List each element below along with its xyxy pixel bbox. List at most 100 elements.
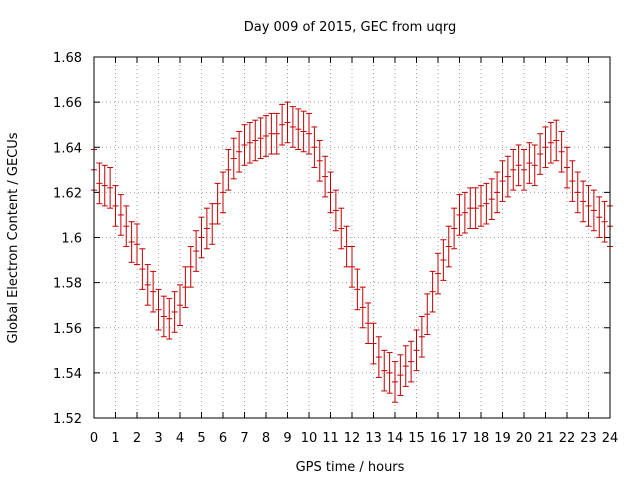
error-bar-point [117,194,124,236]
error-bar-point [128,221,135,263]
y-tick-label: 1.56 [53,322,82,337]
error-bar-point [488,178,495,220]
error-bar-point [461,191,468,234]
x-tick-label: 3 [154,431,162,446]
error-bar-point [295,108,302,151]
error-bar-point [504,155,511,198]
x-tick-label: 17 [451,431,468,446]
x-tick-label: 15 [408,431,425,446]
error-bar-point [580,180,587,223]
error-bar-point [429,270,436,313]
error-bar-point [472,187,479,229]
x-tick-label: 4 [176,431,184,446]
error-bar-point [338,207,345,250]
x-tick-label: 8 [262,431,270,446]
error-bar-point [268,112,275,155]
error-bar-point [327,171,334,214]
error-bar-point [564,146,570,189]
error-bar-point [569,160,576,202]
error-bar-point [381,349,388,392]
error-bar-point [408,340,415,383]
error-bar-point [203,207,210,250]
error-bar-point [209,203,216,245]
x-tick-label: 2 [133,431,141,446]
error-bar-point [601,200,608,243]
x-tick-label: 9 [283,431,291,446]
x-tick-label: 21 [537,431,554,446]
x-tick-label: 13 [365,431,382,446]
x-tick-label: 1 [111,431,119,446]
error-bar-point [241,124,248,166]
error-bar-point [343,225,350,268]
error-bar-point [112,185,119,227]
x-tick-label: 6 [219,431,227,446]
error-bar-point [306,112,312,155]
x-tick-label: 10 [301,431,318,446]
error-bar-point [526,142,533,184]
error-bar-point [365,302,372,345]
error-bar-point [467,187,474,229]
error-bar-point [177,284,183,326]
error-bar-point [354,268,361,311]
error-bar-point [521,149,527,191]
error-bar-point [316,139,323,182]
error-bar-point [257,117,264,160]
error-bar-point [225,149,232,191]
error-bar-point [499,160,506,202]
error-bar-point [483,182,490,225]
error-bar-point [445,225,452,268]
error-bar-point [134,223,140,266]
y-tick-label: 1.54 [53,367,82,382]
error-bar-point [494,171,501,214]
x-tick-label: 23 [580,431,597,446]
error-bar-point [375,336,382,378]
error-bar-point [144,264,151,306]
grid-lines [94,57,610,418]
y-axis-label: Global Electron Content / GECUs [6,132,21,343]
error-bar-point [193,230,200,272]
error-bar-point [150,270,157,313]
error-bar-point [230,137,237,180]
error-bar-point [198,216,205,259]
y-tick-label: 1.68 [53,51,82,66]
error-bar-point [311,126,318,169]
error-bar-point [246,121,253,164]
y-ticks: 1.52 1.54 1.56 1.58 1.6 1.62 1.64 1.66 1.68 [53,51,610,427]
error-bar-point [263,115,269,157]
error-bar-point [160,295,167,338]
y-tick-label: 1.66 [53,96,82,111]
error-bar-point [107,167,114,209]
x-tick-label: 20 [516,431,533,446]
error-bar-point [252,119,259,162]
error-bar-point [139,248,146,290]
error-bar-point [386,352,393,394]
x-tick-label: 7 [240,431,248,446]
error-bar-point [542,126,549,169]
y-tick-label: 1.6 [61,232,82,247]
x-tick-label: 14 [387,431,404,446]
error-bar-point [322,155,329,198]
x-ticks: 0 1 2 3 4 5 6 7 8 9 10 11 12 13 14 15 16 17 18 19 20 21 22 23 24 [90,57,618,446]
error-bar-point [332,189,339,232]
x-tick-label: 24 [602,431,619,446]
error-bar-point [349,246,355,288]
error-bar-point [182,266,189,308]
error-bar-point [547,121,554,164]
error-bar-point [537,133,544,175]
y-tick-label: 1.62 [53,186,82,201]
error-bar-point [531,144,538,187]
error-bar-point [585,185,592,227]
error-bar-point [418,315,425,358]
error-bar-point [596,196,603,238]
error-bar-point [370,322,377,365]
error-bar-point [478,185,484,227]
y-tick-label: 1.52 [53,412,82,427]
error-bar-point [279,103,286,146]
x-tick-label: 19 [494,431,511,446]
x-tick-label: 22 [559,431,576,446]
error-bar-point [574,171,581,214]
error-bar-point [397,354,404,396]
y-tick-label: 1.64 [53,141,82,156]
error-bar-point [187,246,194,288]
error-bar-point [273,112,280,155]
